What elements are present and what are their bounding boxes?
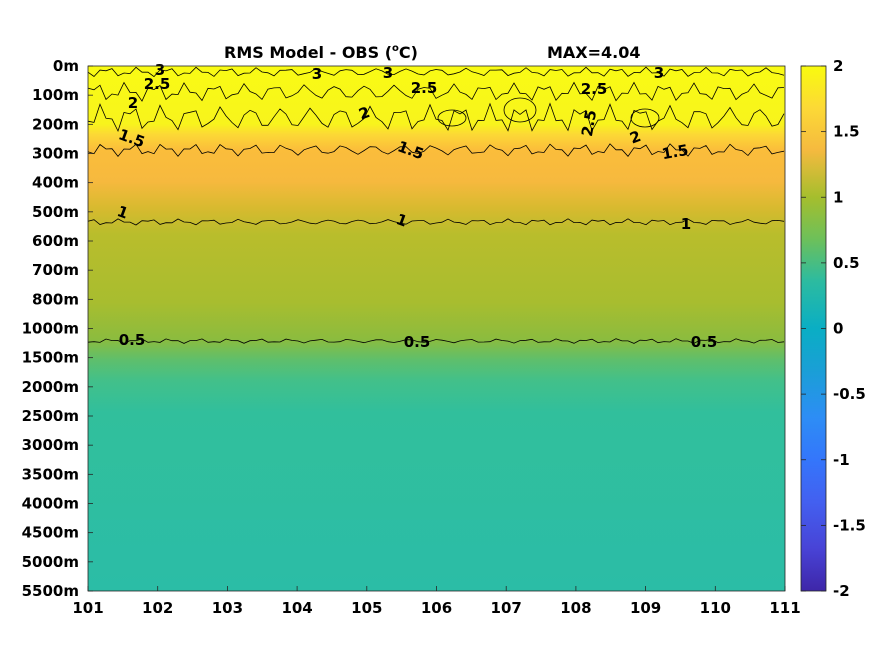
y-tick-label: 5000m xyxy=(22,553,79,571)
contour-label: 0.5 xyxy=(691,333,718,351)
x-tick-label: 104 xyxy=(281,599,312,617)
y-tick-label: 2000m xyxy=(22,378,79,396)
contour-label: 2.5 xyxy=(411,79,438,97)
heatmap-bottom-shade xyxy=(88,520,785,591)
y-tick-label: 700m xyxy=(32,261,79,279)
x-tick-label: 107 xyxy=(491,599,522,617)
title-unit: C) xyxy=(399,43,418,62)
y-tick-label: 1500m xyxy=(22,349,79,367)
contour-label: 2.5 xyxy=(144,75,171,93)
contour-label: 3 xyxy=(312,65,322,83)
contour-line xyxy=(87,218,785,226)
x-axis: 101 102 103 104 105 106 107 108 109 110 111 xyxy=(72,586,801,617)
x-tick-label: 110 xyxy=(700,599,731,617)
colorbar-tick-label: -1 xyxy=(833,451,850,469)
contour-label: 0.5 xyxy=(404,333,431,351)
contour-loop xyxy=(503,97,537,123)
contour-line xyxy=(87,102,785,133)
y-tick-label: 200m xyxy=(32,115,79,133)
colorbar-tick-label: 2 xyxy=(833,57,843,75)
contour-label: 3 xyxy=(155,61,165,79)
contour-label: 3 xyxy=(383,64,393,82)
x-tick-label: 102 xyxy=(142,599,173,617)
contour-label: 0.5 xyxy=(119,331,146,349)
contour-line xyxy=(87,338,785,344)
x-tick-label: 106 xyxy=(421,599,452,617)
contour-label: 1.5 xyxy=(660,141,689,163)
y-tick-label: 100m xyxy=(32,86,79,104)
y-tick-label: 400m xyxy=(32,174,79,192)
contour-loop xyxy=(437,109,467,127)
y-tick-label: 800m xyxy=(32,290,79,308)
x-tick-label: 103 xyxy=(212,599,243,617)
y-tick-label: 0m xyxy=(53,57,79,75)
contour-lines xyxy=(87,66,785,344)
y-tick-label: 1000m xyxy=(22,320,79,338)
y-tick-label: 5500m xyxy=(22,582,79,600)
contour-label: 2.5 xyxy=(581,80,608,98)
contour-label: 2.5 xyxy=(578,108,600,137)
contour-line xyxy=(87,143,785,158)
colorbar-tick-label: 0 xyxy=(833,320,843,338)
y-tick-label: 300m xyxy=(32,145,79,163)
y-tick-label: 4000m xyxy=(22,495,79,513)
y-tick-label: 4500m xyxy=(22,524,79,542)
y-tick-label: 500m xyxy=(32,203,79,221)
colorbar-tick-label: -2 xyxy=(833,582,850,600)
x-tick-label: 101 xyxy=(72,599,103,617)
max-label: MAX=4.04 xyxy=(547,43,641,62)
colorbar-ticks: 2 1.5 1 0.5 0 -0.5 -1 -1.5 -2 xyxy=(801,57,866,600)
colorbar: 2 1.5 1 0.5 0 -0.5 -1 -1.5 -2 xyxy=(800,57,866,600)
heatmap-field xyxy=(88,66,785,591)
chart-title: RMS Model - OBS (oC) xyxy=(224,43,418,62)
y-axis: 0m 100m 200m 300m 400m 500m 600m 700m 800m 1000m 1… xyxy=(22,57,93,600)
title-degree: o xyxy=(392,43,399,54)
contour-label: 2 xyxy=(128,94,138,112)
contour-label: 3 xyxy=(654,64,664,82)
colorbar-tick-label: 0.5 xyxy=(833,254,860,272)
colorbar-tick-label: 1 xyxy=(833,188,843,206)
y-tick-label: 3000m xyxy=(22,436,79,454)
x-tick-label: 105 xyxy=(351,599,382,617)
contour-line xyxy=(87,66,785,78)
y-tick-label: 600m xyxy=(32,232,79,250)
contour-line xyxy=(87,81,785,102)
contour-loop xyxy=(630,108,660,128)
title-main: RMS Model - OBS ( xyxy=(224,43,392,62)
colorbar-tick-label: 1.5 xyxy=(833,123,860,141)
y-tick-label: 3500m xyxy=(22,465,79,483)
y-tick-label: 2500m xyxy=(22,407,79,425)
colorbar-tick-label: -0.5 xyxy=(833,385,866,403)
colorbar-tick-label: -1.5 xyxy=(833,516,866,534)
x-tick-label: 111 xyxy=(769,599,800,617)
contour-label: 1 xyxy=(681,215,691,233)
x-tick-label: 108 xyxy=(560,599,591,617)
x-tick-label: 109 xyxy=(630,599,661,617)
